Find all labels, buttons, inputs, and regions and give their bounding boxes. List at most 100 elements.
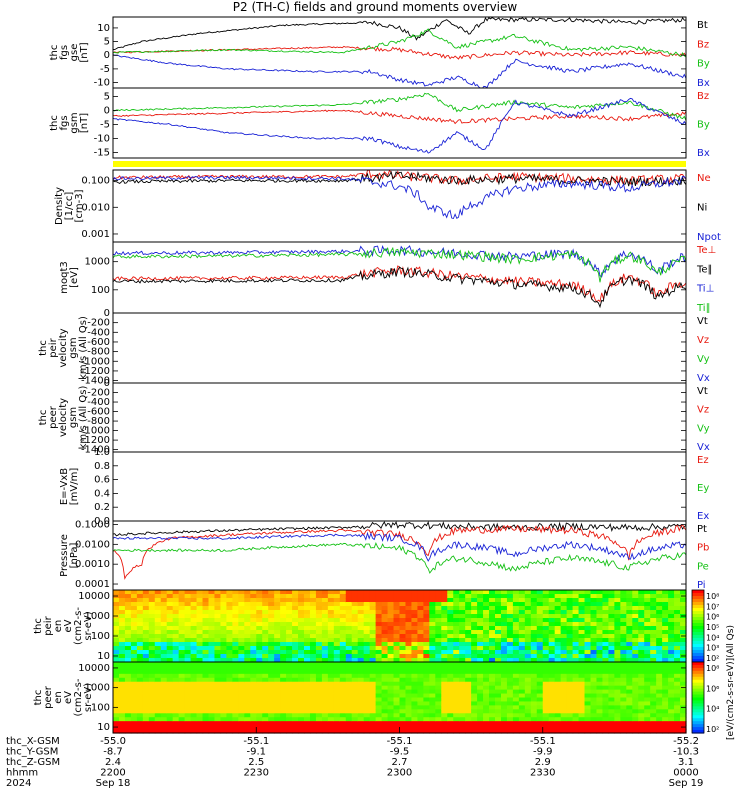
spectrogram-cell [196, 721, 204, 726]
spectrogram-cell [417, 594, 424, 599]
spectrogram-cell [124, 650, 132, 655]
spectrogram-cell [632, 721, 639, 726]
spectrogram-cell [435, 685, 442, 691]
spectrogram-cell [208, 610, 216, 615]
spectrogram-cell [506, 662, 514, 667]
spectrogram-cell [506, 658, 514, 663]
spectrogram-cell [423, 693, 430, 699]
spectrogram-cell [512, 626, 520, 631]
spectrogram-cell [620, 673, 627, 679]
spectrogram-cell [459, 646, 466, 651]
spectrogram-cell [608, 618, 615, 623]
spectrogram-cell [626, 665, 633, 671]
spectrogram-cell [453, 673, 460, 679]
spectrogram-cell [554, 622, 562, 627]
spectrogram-cell [632, 622, 639, 627]
spectrogram-cell [321, 630, 329, 635]
spectrogram-cell [405, 630, 413, 635]
spectrogram-cell [387, 634, 395, 639]
y-axis-label: fgs [59, 45, 70, 60]
spectrogram-cell [274, 725, 281, 730]
spectrogram-cell [548, 701, 556, 706]
spectrogram-cell [298, 610, 305, 615]
spectrogram-cell [393, 618, 401, 623]
spectrogram-cell [453, 606, 460, 611]
spectrogram-cell [471, 662, 478, 667]
spectrogram-cell [560, 669, 568, 675]
spectrogram-cell [124, 725, 132, 730]
spectrogram-cell [214, 658, 222, 663]
spectrogram-cell [530, 622, 538, 627]
spectrogram-cell [524, 606, 532, 611]
spectrogram-cell [333, 630, 341, 635]
spectrogram-cell [590, 650, 598, 655]
spectrogram-cell [124, 614, 132, 619]
spectrogram-cell [304, 709, 311, 714]
spectrogram-cell [292, 594, 299, 599]
spectrogram-cell [608, 681, 615, 687]
spectrogram-cell [214, 681, 222, 687]
spectrogram-cell [333, 646, 341, 651]
spectrogram-cell [500, 721, 508, 726]
spectrogram-cell [483, 634, 490, 639]
spectrogram-cell [644, 618, 651, 623]
spectrogram-cell [351, 709, 359, 714]
spectrogram-cell [292, 697, 299, 703]
spectrogram-cell [298, 717, 305, 722]
spectrogram-cell [309, 705, 317, 710]
spectrogram-cell [184, 598, 192, 603]
spectrogram-cell [644, 654, 651, 659]
spectrogram-cell [202, 729, 210, 734]
spectrogram-cell [596, 717, 604, 722]
spectrogram-cell [196, 725, 204, 730]
spectrogram-cell [578, 658, 586, 663]
spectrogram-cell [566, 658, 574, 663]
spectrogram-cell [369, 729, 377, 734]
spectrogram-cell [351, 705, 359, 710]
spectrogram-cell [477, 610, 484, 615]
spectrogram-cell [495, 650, 502, 655]
spectrogram-cell [381, 693, 389, 699]
spectrogram-cell [250, 622, 257, 627]
spectrogram-cell [178, 705, 186, 710]
spectrogram-cell [441, 654, 448, 659]
spectrogram-cell [262, 594, 269, 599]
spectrogram-cell [309, 610, 317, 615]
spectrogram-cell [154, 646, 162, 651]
spectrogram-cell [292, 662, 299, 667]
spectrogram-cell [542, 681, 550, 687]
spectrogram-cell [190, 590, 198, 595]
spectrogram-cell [226, 693, 233, 699]
spectrogram-cell [250, 598, 257, 603]
spectrogram-cell [363, 606, 371, 611]
spectrogram-cell [411, 658, 419, 663]
spectrogram-cell [638, 594, 645, 599]
spectrogram-cell [148, 673, 156, 679]
spectrogram-cell [495, 673, 502, 679]
spectrogram-cell [363, 602, 371, 607]
spectrogram-cell [333, 717, 341, 722]
spectrogram-cell [459, 689, 466, 695]
spectrogram-cell [113, 642, 120, 647]
spectrogram-cell [190, 630, 198, 635]
spectrogram-cell [148, 725, 156, 730]
spectrogram-cell [668, 654, 675, 659]
spectrogram-cell [489, 610, 496, 615]
spectrogram-cell [214, 673, 222, 679]
spectrogram-cell [363, 618, 371, 623]
spectrogram-cell [244, 673, 251, 679]
spectrogram-cell [453, 689, 460, 695]
spectrogram-cell [148, 622, 156, 627]
spectrogram-cell [309, 665, 317, 671]
spectrogram-cell [602, 650, 610, 655]
spectrogram-cell [471, 669, 478, 675]
spectrogram-cell [351, 634, 359, 639]
spectrogram-cell [142, 650, 150, 655]
spectrogram-cell [632, 618, 639, 623]
spectrogram-cell [489, 662, 496, 667]
spectrogram-cell [417, 658, 424, 663]
spectrogram-cell [387, 662, 395, 667]
spectrogram-cell [238, 662, 245, 667]
spectrogram-cell [614, 614, 621, 619]
spectrogram-cell [166, 618, 174, 623]
